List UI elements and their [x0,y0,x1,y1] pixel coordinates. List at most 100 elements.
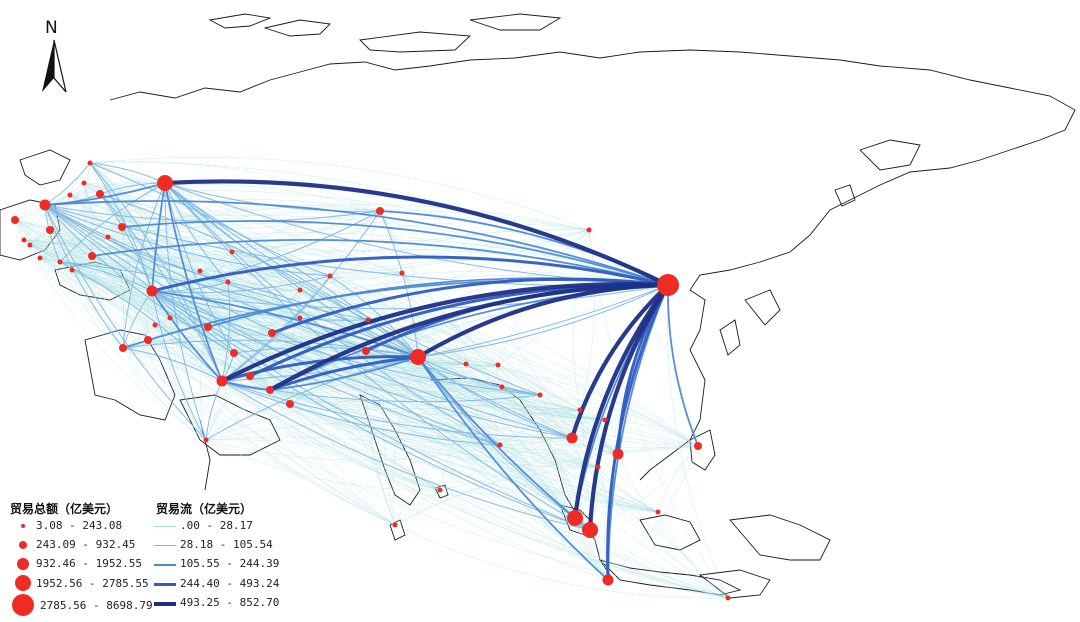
trade-node [167,315,173,321]
trade-flow-line [394,466,599,526]
legend-dot-1 [21,524,25,528]
trade-flow-line [99,189,669,286]
trade-node [657,274,679,296]
trade-node [37,255,43,261]
trade-flow-line [231,217,590,253]
trade-flow-line [221,284,669,382]
trade-flow-line [71,269,659,513]
trade-flow-line [205,317,301,441]
trade-flow-line [29,244,149,341]
legend-dot-2 [19,541,27,549]
trade-flow-line [44,204,235,354]
trade-flow-line [44,204,331,277]
trade-flow-line [44,182,166,206]
trade-node [157,175,173,191]
trade-flow-line [154,229,590,326]
trade-node [577,407,583,413]
trade-flow-line [154,324,501,446]
trade-flow-line [59,162,91,263]
trade-node [602,574,614,586]
trade-node [725,595,731,601]
trade-flow-line [271,332,599,468]
trade-flow-line [588,229,699,447]
trade-node [566,432,578,444]
trade-flow-line [205,356,419,441]
trade-flow-line [231,251,541,396]
trade-flow-line [23,239,93,257]
trade-flow-layer [14,156,729,599]
trade-flow-line [497,364,599,468]
trade-node [27,242,33,248]
north-arrow-icon [42,39,67,93]
trade-node [297,287,303,293]
trade-node [105,234,111,240]
trade-flow-line [667,284,699,447]
trade-node [39,199,51,211]
trade-flow-line [44,204,369,321]
trade-flow-line [69,194,396,526]
trade-flow-line [299,289,699,447]
trade-flow-line [44,204,381,229]
trade-flow-line [39,257,599,468]
legend-trade-flow: 贸易流（亿美元） .00 - 28.17 28.18 - 105.54 105.… [152,500,292,610]
trade-flow-line [122,347,207,441]
trade-flow-line [169,251,233,319]
trade-flow-line [59,261,223,382]
trade-flow-line [59,261,419,358]
trade-flow-line [71,193,101,271]
trade-flow-line [89,156,590,231]
trade-flow-line [299,289,729,599]
trade-node [586,227,592,233]
trade-node [246,372,254,380]
trade-flow-line [249,375,729,599]
trade-flow-line [44,204,573,439]
legend-flow-line-3 [154,564,176,566]
trade-flow-line [205,439,441,491]
trade-node [225,279,231,285]
trade-node [463,361,469,367]
trade-node [497,442,503,448]
trade-flow-line [29,244,606,421]
trade-flow-line [439,419,606,491]
trade-flow-line [151,290,591,531]
trade-node [229,249,235,255]
trade-flow-line [122,182,166,349]
trade-flow-line [83,182,94,257]
legend-flow-line-1 [154,526,176,527]
trade-flow-line [205,390,541,441]
trade-flow-line [289,403,599,468]
trade-flow-line [604,419,699,447]
trade-node [203,437,209,443]
trade-node [567,510,583,526]
trade-node [119,344,127,352]
trade-flow-line [539,394,729,599]
trade-node [11,216,19,224]
trade-flow-line [220,355,420,383]
trade-node [399,270,405,276]
trade-node [204,323,212,331]
legend-trade-flow-item: 105.55 - 244.39 [180,557,280,570]
legend-trade-flow-item: .00 - 28.17 [180,519,253,532]
trade-node [69,267,75,273]
trade-flow-line [267,282,671,393]
trade-flow-line [219,282,671,384]
trade-node [230,349,238,357]
trade-flow-line [392,356,419,526]
trade-flow-line [44,204,591,531]
trade-flow-line [221,380,591,531]
trade-flow-line [154,317,301,331]
trade-flow-line [59,182,166,263]
trade-node [655,509,661,515]
trade-flow-line [122,347,581,416]
trade-node [437,487,443,493]
trade-flow-line [367,319,591,531]
trade-node [286,400,294,408]
trade-flow-line [607,445,699,581]
trade-flow-line [249,275,331,377]
trade-flow-line [205,436,659,513]
trade-flow-line [329,275,369,321]
legend-trade-total-title: 贸易总额（亿美元） [10,502,119,516]
trade-flow-line [151,290,573,439]
trade-node [392,522,398,528]
